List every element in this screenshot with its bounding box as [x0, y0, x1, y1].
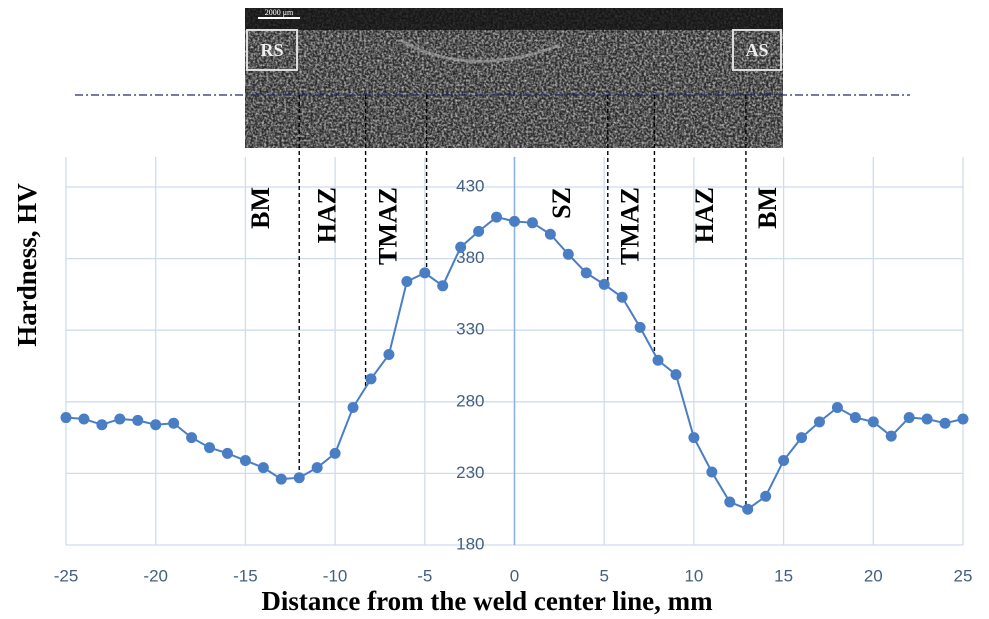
data-point: [652, 354, 664, 366]
zone-label: TMAZ: [615, 187, 644, 265]
micrograph-texture: [245, 8, 783, 148]
zone-label: HAZ: [313, 187, 342, 243]
data-point: [96, 419, 108, 431]
x-tick-label: 15: [774, 566, 793, 585]
data-point: [957, 413, 969, 425]
x-tick-label: -10: [323, 566, 348, 585]
data-point: [867, 416, 879, 428]
zone-label: HAZ: [690, 187, 719, 243]
x-tick-label: 10: [684, 566, 703, 585]
data-point: [293, 472, 305, 484]
zone-label: TMAZ: [374, 187, 403, 265]
data-point: [885, 430, 897, 442]
micrograph-top: [245, 8, 783, 30]
as-box: [732, 29, 782, 71]
data-point: [78, 413, 90, 425]
data-point: [526, 217, 538, 229]
data-point: [419, 267, 431, 279]
data-point: [939, 417, 951, 429]
data-point: [347, 402, 359, 414]
data-point: [670, 369, 682, 381]
data-point: [365, 373, 377, 385]
x-axis-title: Distance from the weld center line, mm: [261, 586, 713, 616]
data-point: [204, 442, 216, 454]
y-tick-label: 430: [456, 176, 484, 195]
data-point: [401, 276, 413, 288]
x-tick-label: 25: [954, 566, 973, 585]
data-point: [921, 413, 933, 425]
inset-label: AS: [745, 40, 768, 60]
data-point: [544, 228, 556, 240]
data-point: [329, 447, 341, 459]
data-point: [580, 267, 592, 279]
flow-line: [399, 38, 561, 63]
data-point: [796, 432, 808, 444]
data-point: [849, 412, 861, 424]
data-point: [239, 455, 251, 467]
y-tick-label: 180: [456, 534, 484, 553]
y-tick-label: 230: [456, 463, 484, 482]
data-point: [831, 402, 843, 414]
data-point: [114, 413, 126, 425]
data-point: [760, 490, 772, 502]
data-point: [724, 496, 736, 508]
data-point: [491, 211, 503, 223]
data-point: [562, 248, 574, 260]
data-point: [742, 503, 754, 515]
data-point: [903, 412, 915, 424]
data-point: [168, 417, 180, 429]
micrograph: [245, 8, 783, 148]
x-tick-label: 5: [599, 566, 608, 585]
data-point: [60, 412, 72, 424]
data-point: [186, 432, 198, 444]
data-point: [634, 321, 646, 333]
y-tick-label: 330: [456, 320, 484, 339]
data-point: [221, 447, 233, 459]
x-tick-label: -15: [233, 566, 258, 585]
inset-label: RS: [260, 40, 283, 60]
data-point: [473, 225, 485, 237]
data-point: [150, 419, 162, 431]
data-point: [275, 473, 287, 485]
data-point: [257, 462, 269, 474]
data-point: [383, 349, 395, 361]
data-point: [778, 455, 790, 467]
x-tick-label: -25: [54, 566, 79, 585]
data-point: [616, 291, 628, 303]
data-point: [813, 416, 825, 428]
data-point: [509, 215, 520, 227]
y-tick-label: 280: [456, 391, 484, 410]
data-point: [311, 462, 323, 474]
x-tick-label: -5: [417, 566, 432, 585]
data-point: [437, 280, 449, 292]
y-axis-title: Hardness, HV: [12, 183, 42, 347]
data-point: [455, 241, 467, 253]
x-tick-label: -20: [143, 566, 168, 585]
x-tick-label: 20: [864, 566, 883, 585]
zone-label: BM: [753, 187, 782, 229]
scale-label: 2000 μm: [265, 8, 294, 17]
y-tick-label: 380: [456, 248, 484, 267]
data-point: [598, 278, 610, 290]
data-point: [706, 466, 718, 478]
rs-box: [246, 29, 298, 71]
zone-label: SZ: [547, 187, 576, 219]
data-point: [688, 432, 700, 444]
x-tick-label: 0: [510, 566, 519, 585]
data-point: [132, 414, 144, 426]
zone-label: BM: [246, 187, 275, 229]
